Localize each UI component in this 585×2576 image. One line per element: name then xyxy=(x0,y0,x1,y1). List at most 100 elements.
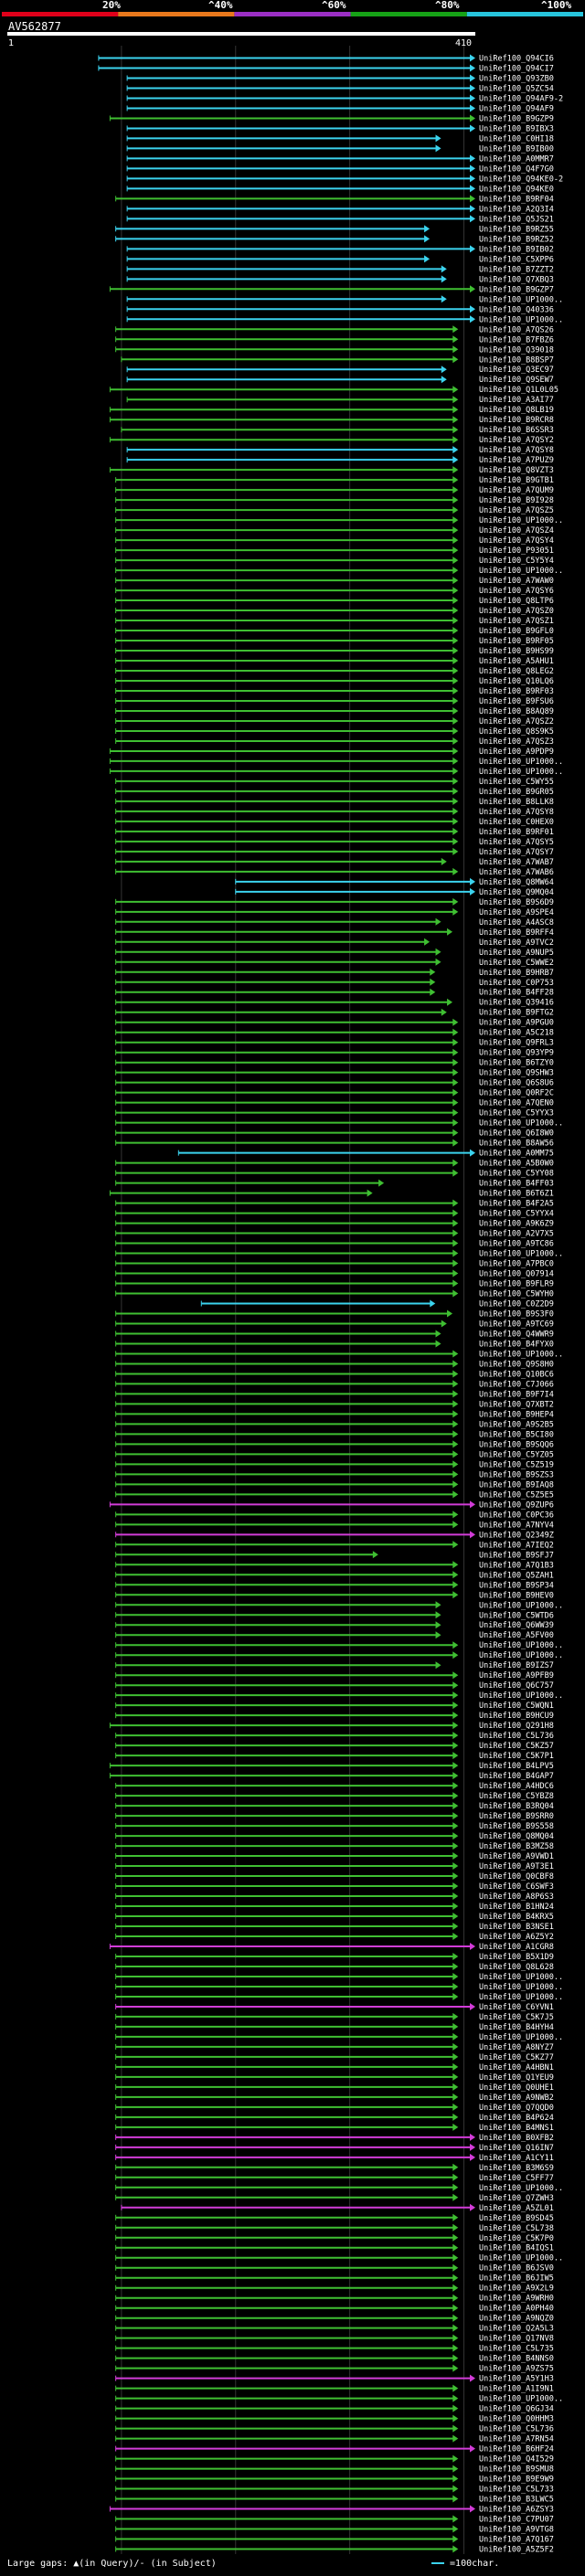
hit-label[interactable]: UniRef100_B0XFB2 xyxy=(479,2134,554,2143)
hit-row[interactable]: UniRef100_A9NWB2 xyxy=(115,2093,554,2103)
hit-row[interactable]: UniRef100_Q94KE0 xyxy=(126,185,554,194)
hit-row[interactable]: UniRef100_A7QUM9 xyxy=(115,486,554,495)
hit-label[interactable]: UniRef100_A5B0W0 xyxy=(479,1160,554,1169)
hit-row[interactable]: UniRef100_A7QSY8 xyxy=(115,807,554,817)
hit-row[interactable]: UniRef100_A7QSY2 xyxy=(109,436,554,445)
hit-label[interactable]: UniRef100_B7FBZ6 xyxy=(479,335,554,345)
hit-label[interactable]: UniRef100_UP1000.. xyxy=(479,1993,563,2002)
hit-row[interactable]: UniRef100_B9S6D9 xyxy=(115,897,554,907)
hit-label[interactable]: UniRef100_B4MNS1 xyxy=(479,2124,554,2133)
hit-row[interactable]: UniRef100_Q6S8U6 xyxy=(115,1078,554,1088)
hit-row[interactable]: UniRef100_C5L736 xyxy=(115,1732,554,1741)
hit-label[interactable]: UniRef100_B9GZP9 xyxy=(479,114,554,123)
hit-row[interactable]: UniRef100_B9HEV0 xyxy=(115,1591,554,1600)
hit-row[interactable]: UniRef100_B7ZZT2 xyxy=(126,265,554,274)
hit-label[interactable]: UniRef100_C5YBZ8 xyxy=(479,1792,554,1801)
hit-label[interactable]: UniRef100_C5YY08 xyxy=(479,1170,554,1179)
hit-label[interactable]: UniRef100_A7QSZ5 xyxy=(479,506,554,515)
hit-row[interactable]: UniRef100_A5ZL01 xyxy=(121,2203,554,2213)
hit-row[interactable]: UniRef100_C0HI18 xyxy=(126,134,554,143)
hit-row[interactable]: UniRef100_B9HS99 xyxy=(115,647,554,656)
hit-label[interactable]: UniRef100_C7PU07 xyxy=(479,2516,554,2525)
hit-row[interactable]: UniRef100_B4FF03 xyxy=(115,1179,554,1189)
hit-label[interactable]: UniRef100_C5Z519 xyxy=(479,1460,554,1469)
hit-row[interactable]: UniRef100_C5XPP6 xyxy=(126,255,554,264)
hit-row[interactable]: UniRef100_B8BSP7 xyxy=(121,355,554,365)
hit-row[interactable]: UniRef100_Q0CBF8 xyxy=(115,1872,554,1882)
hit-row[interactable]: UniRef100_B9RCR8 xyxy=(109,416,554,425)
hit-row[interactable]: UniRef100_UP1000.. xyxy=(115,2183,563,2193)
hit-row[interactable]: UniRef100_A0PH40 xyxy=(115,2304,554,2314)
hit-row[interactable]: UniRef100_A0MM75 xyxy=(177,1149,554,1159)
hit-row[interactable]: UniRef100_Q6C757 xyxy=(115,1681,554,1691)
hit-label[interactable]: UniRef100_Q40336 xyxy=(479,305,554,314)
hit-label[interactable]: UniRef100_A9NQZ0 xyxy=(479,2315,554,2324)
hit-row[interactable]: UniRef100_A5FV00 xyxy=(115,1631,554,1640)
hit-label[interactable]: UniRef100_UP1000.. xyxy=(479,1119,563,1129)
hit-label[interactable]: UniRef100_Q0RF2C xyxy=(479,1089,554,1098)
hit-label[interactable]: UniRef100_C6SWF3 xyxy=(479,1882,554,1892)
hit-label[interactable]: UniRef100_B3M6S9 xyxy=(479,2164,554,2173)
hit-row[interactable]: UniRef100_A2V7X5 xyxy=(115,1229,554,1239)
hit-row[interactable]: UniRef100_B9RF01 xyxy=(115,827,554,837)
hit-label[interactable]: UniRef100_B9HEV0 xyxy=(479,1591,554,1600)
hit-label[interactable]: UniRef100_Q4WWR9 xyxy=(479,1330,554,1339)
hit-label[interactable]: UniRef100_Q1YEU9 xyxy=(479,2073,554,2083)
hit-row[interactable]: UniRef100_B9SP34 xyxy=(115,1581,554,1590)
hit-row[interactable]: UniRef100_B9GZP9 xyxy=(109,114,554,123)
hit-label[interactable]: UniRef100_B9E9W9 xyxy=(479,2475,554,2485)
hit-label[interactable]: UniRef100_UP1000.. xyxy=(479,768,563,777)
hit-row[interactable]: UniRef100_Q8MW64 xyxy=(235,877,554,887)
hit-label[interactable]: UniRef100_C5KZ57 xyxy=(479,1742,554,1751)
hit-row[interactable]: UniRef100_A7QSZ2 xyxy=(115,716,554,726)
hit-label[interactable]: UniRef100_A9X2L9 xyxy=(479,2284,554,2294)
hit-label[interactable]: UniRef100_A9PDP9 xyxy=(479,747,554,757)
hit-row[interactable]: UniRef100_C0PC36 xyxy=(115,1511,554,1520)
hit-label[interactable]: UniRef100_C5YYX3 xyxy=(479,1109,554,1118)
hit-label[interactable]: UniRef100_B8LLK8 xyxy=(479,798,554,807)
hit-label[interactable]: UniRef100_B9GR05 xyxy=(479,788,554,797)
hit-row[interactable]: UniRef100_UP1000.. xyxy=(115,1982,563,1992)
hit-row[interactable]: UniRef100_A9SPE4 xyxy=(115,907,554,917)
hit-row[interactable]: UniRef100_A9K6Z9 xyxy=(115,1219,554,1229)
hit-row[interactable]: UniRef100_Q6WW39 xyxy=(115,1621,554,1630)
hit-row[interactable]: UniRef100_B9IB00 xyxy=(126,144,554,154)
hit-row[interactable]: UniRef100_B4P624 xyxy=(115,2113,554,2123)
hit-label[interactable]: UniRef100_B9SMU8 xyxy=(479,2465,554,2475)
hit-row[interactable]: UniRef100_B9SRR0 xyxy=(115,1812,554,1821)
hit-row[interactable]: UniRef100_Q7XBQ3 xyxy=(126,275,554,284)
hit-row[interactable]: UniRef100_A5Z5F2 xyxy=(115,2545,554,2555)
hit-row[interactable]: UniRef100_Q2A5L3 xyxy=(115,2324,554,2334)
hit-row[interactable]: UniRef100_B6TZY0 xyxy=(115,1058,554,1068)
hit-label[interactable]: UniRef100_Q07914 xyxy=(479,1270,554,1279)
hit-label[interactable]: UniRef100_B9SP34 xyxy=(479,1581,554,1590)
hit-row[interactable]: UniRef100_Q8LTP6 xyxy=(115,597,554,606)
hit-label[interactable]: UniRef100_B9S3F0 xyxy=(479,1309,554,1319)
hit-row[interactable]: UniRef100_B4NNS0 xyxy=(115,2354,554,2364)
hit-label[interactable]: UniRef100_Q6WW39 xyxy=(479,1621,554,1630)
hit-row[interactable]: UniRef100_UP1000.. xyxy=(109,757,563,767)
hit-label[interactable]: UniRef100_A7QSY2 xyxy=(479,436,554,445)
hit-label[interactable]: UniRef100_B9SZS3 xyxy=(479,1470,554,1479)
hit-label[interactable]: UniRef100_B9SRR0 xyxy=(479,1812,554,1821)
hit-row[interactable]: UniRef100_A8NYZ7 xyxy=(115,2042,554,2052)
hit-label[interactable]: UniRef100_A2V7X5 xyxy=(479,1230,554,1239)
hit-label[interactable]: UniRef100_B9RF03 xyxy=(479,687,554,696)
hit-row[interactable]: UniRef100_C7PU07 xyxy=(115,2515,554,2525)
hit-row[interactable]: UniRef100_UP1000.. xyxy=(115,567,563,576)
hit-row[interactable]: UniRef100_A4HDC6 xyxy=(115,1782,554,1791)
hit-row[interactable]: UniRef100_B9E9W9 xyxy=(115,2475,554,2485)
hit-row[interactable]: UniRef100_B6T6Z1 xyxy=(109,1189,554,1199)
hit-label[interactable]: UniRef100_A9NUP5 xyxy=(479,949,554,958)
hit-label[interactable]: UniRef100_Q94AF9-2 xyxy=(479,94,563,103)
hit-label[interactable]: UniRef100_C0P753 xyxy=(479,979,554,988)
hit-row[interactable]: UniRef100_UP1000.. xyxy=(115,1641,563,1650)
hit-label[interactable]: UniRef100_B4FF28 xyxy=(479,989,554,998)
hit-row[interactable]: UniRef100_Q9SHW3 xyxy=(115,1068,554,1078)
hit-row[interactable]: UniRef100_C5L736 xyxy=(115,2424,554,2434)
hit-label[interactable]: UniRef100_C5YZ05 xyxy=(479,1450,554,1459)
hit-row[interactable]: UniRef100_Q7QQD0 xyxy=(115,2103,554,2113)
hit-label[interactable]: UniRef100_A7Q1B3 xyxy=(479,1561,554,1570)
hit-label[interactable]: UniRef100_Q2A5L3 xyxy=(479,2325,554,2334)
hit-label[interactable]: UniRef100_Q8LB19 xyxy=(479,406,554,415)
